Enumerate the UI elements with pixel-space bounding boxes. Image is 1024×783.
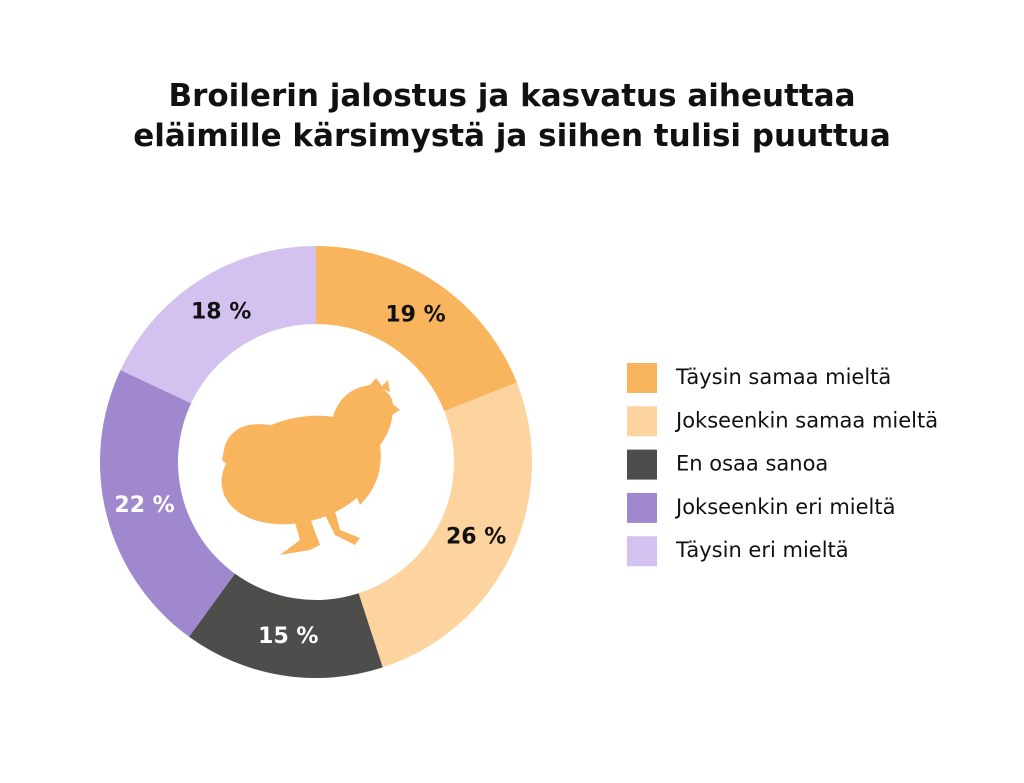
data-label: 19 % xyxy=(385,303,445,328)
donut-segment xyxy=(316,246,517,412)
data-label: 22 % xyxy=(114,493,174,518)
donut-segment xyxy=(99,370,235,637)
legend-label: Jokseenkin samaa mieltä xyxy=(674,408,938,432)
chicken-icon xyxy=(221,378,400,555)
legend-swatch xyxy=(627,492,657,523)
legend-swatch xyxy=(627,363,657,393)
chart-title: Broilerin jalostus ja kasvatus aiheuttaa… xyxy=(133,78,891,154)
legend-label: En osaa sanoa xyxy=(676,452,828,476)
legend-label: Täysin eri mieltä xyxy=(675,538,849,562)
legend-swatch xyxy=(627,449,657,480)
legend-label: Jokseenkin eri mieltä xyxy=(674,495,896,519)
donut-segment xyxy=(358,382,532,668)
data-label: 15 % xyxy=(258,624,318,649)
donut-segment xyxy=(120,246,316,404)
data-label: 18 % xyxy=(191,300,251,325)
legend-swatch xyxy=(627,536,657,567)
legend-swatch xyxy=(627,406,657,437)
legend-label: Täysin samaa mieltä xyxy=(675,365,891,389)
donut-segment xyxy=(189,573,383,678)
data-label: 26 % xyxy=(446,524,506,549)
